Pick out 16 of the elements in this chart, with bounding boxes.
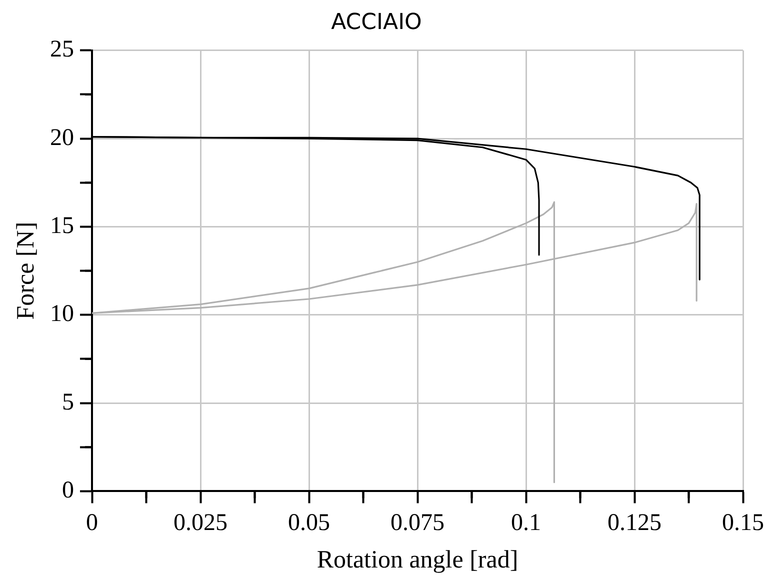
x-tick-label: 0.15 — [722, 510, 764, 536]
y-tick-label: 20 — [50, 124, 74, 151]
x-tick-label: 0.05 — [288, 510, 330, 536]
y-tick-label: 0 — [62, 477, 74, 504]
x-tick-label: 0.1 — [511, 510, 541, 536]
y-axis-title: Force [N] — [12, 222, 40, 320]
x-axis-title: Rotation angle [rad] — [316, 546, 518, 574]
y-tick-label: 10 — [50, 301, 74, 328]
x-tick-label: 0.025 — [174, 510, 228, 536]
x-tick-label: 0.075 — [390, 510, 444, 536]
chart-title: ACCIAIO — [331, 10, 422, 35]
x-tick-label: 0 — [86, 510, 98, 536]
y-tick-label: 5 — [62, 389, 74, 416]
y-tick-label: 25 — [50, 36, 74, 63]
x-tick-label: 0.125 — [608, 510, 662, 536]
y-tick-label: 15 — [50, 213, 74, 240]
